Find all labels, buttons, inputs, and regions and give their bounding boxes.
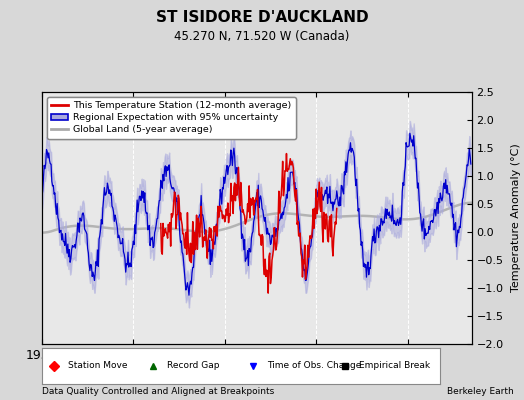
Text: Station Move: Station Move <box>68 362 127 370</box>
Text: Time of Obs. Change: Time of Obs. Change <box>267 362 362 370</box>
Text: Data Quality Controlled and Aligned at Breakpoints: Data Quality Controlled and Aligned at B… <box>42 387 274 396</box>
Text: Empirical Break: Empirical Break <box>358 362 430 370</box>
Legend: This Temperature Station (12-month average), Regional Expectation with 95% uncer: This Temperature Station (12-month avera… <box>47 97 296 139</box>
Text: 45.270 N, 71.520 W (Canada): 45.270 N, 71.520 W (Canada) <box>174 30 350 43</box>
Text: Berkeley Earth: Berkeley Earth <box>447 387 514 396</box>
Text: Record Gap: Record Gap <box>167 362 220 370</box>
Y-axis label: Temperature Anomaly (°C): Temperature Anomaly (°C) <box>510 144 520 292</box>
Text: ST ISIDORE D'AUCKLAND: ST ISIDORE D'AUCKLAND <box>156 10 368 25</box>
